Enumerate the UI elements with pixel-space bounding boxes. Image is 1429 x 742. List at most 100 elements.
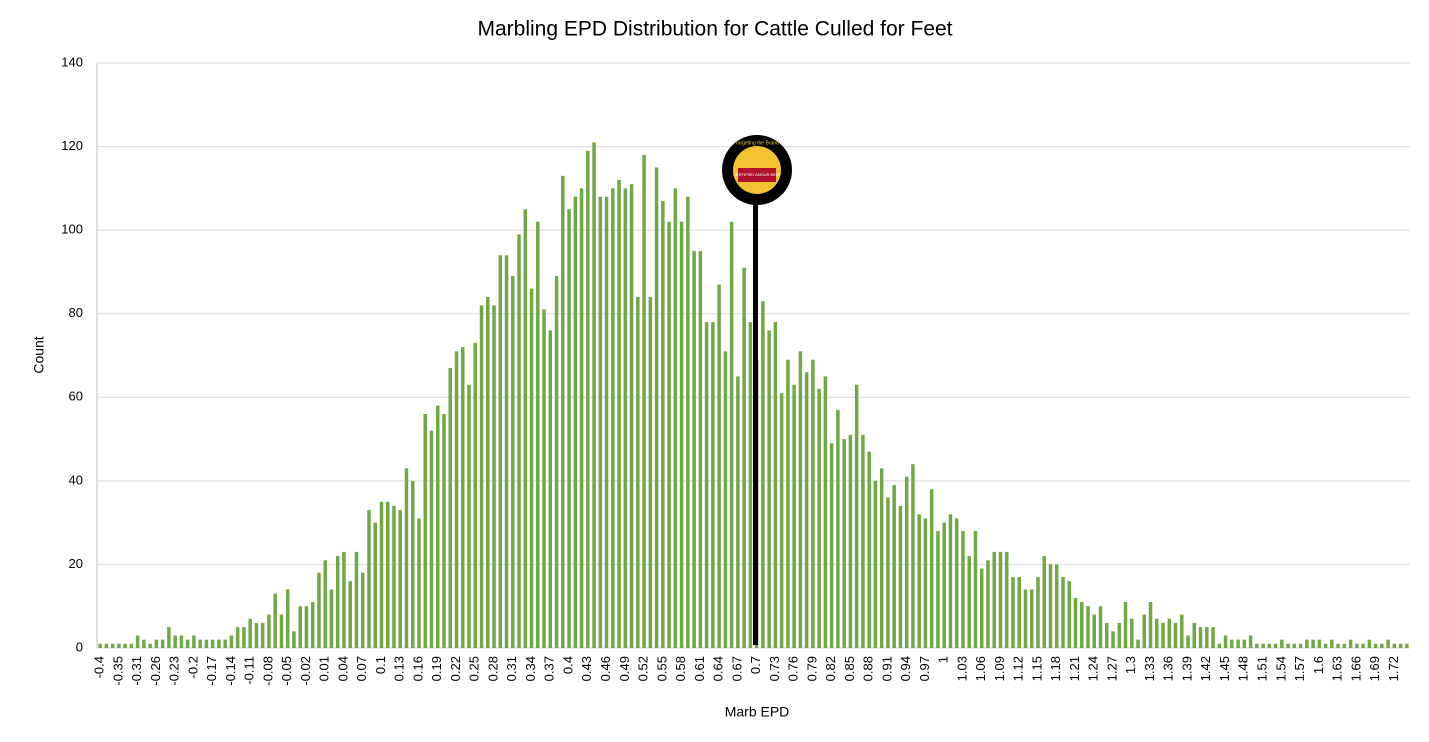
bar	[248, 618, 252, 648]
x-tick-label: 0.4	[560, 656, 575, 674]
x-tick-label: 1.39	[1179, 656, 1194, 681]
x-tick-label: 0.04	[335, 656, 350, 681]
bar	[1267, 643, 1272, 648]
x-tick-label: 1.06	[973, 656, 988, 681]
logo-ring-text: Targeting the Brand	[735, 140, 779, 146]
bar	[817, 388, 821, 648]
bar	[729, 221, 734, 649]
bar	[854, 384, 859, 648]
bar	[573, 196, 578, 648]
bar	[1205, 627, 1209, 648]
x-tick-label: 1.66	[1348, 656, 1363, 681]
bar	[623, 188, 628, 648]
x-tick-label: 0.25	[467, 656, 482, 681]
bar	[117, 643, 121, 648]
bar	[592, 142, 596, 648]
bar	[692, 251, 696, 649]
bar	[285, 589, 290, 648]
x-tick-label: 0.07	[354, 656, 369, 681]
y-tick-label: 120	[61, 138, 83, 153]
bar	[936, 531, 940, 648]
y-tick-label: 0	[76, 639, 83, 654]
bar	[567, 209, 571, 648]
x-tick-label: 1.12	[1011, 656, 1026, 681]
x-tick-label: 0.76	[786, 656, 801, 681]
x-tick-label: 1	[936, 656, 951, 663]
bar	[979, 568, 984, 648]
x-tick-label: 0.13	[392, 656, 407, 681]
x-tick-label: 0.55	[654, 656, 669, 681]
bar	[436, 405, 440, 648]
bar	[1011, 576, 1015, 648]
bar	[373, 522, 377, 648]
bar	[1186, 635, 1190, 648]
x-tick-label: -0.31	[129, 656, 144, 686]
bar	[842, 439, 846, 648]
bar	[342, 551, 346, 648]
y-tick-label: 80	[69, 305, 83, 320]
bar	[1111, 631, 1115, 648]
bar	[786, 359, 790, 648]
x-tick-label: 0.37	[542, 656, 557, 681]
x-tick-label: 0.01	[317, 656, 332, 681]
bar	[323, 560, 327, 648]
bar	[529, 288, 534, 648]
bar	[204, 639, 209, 648]
bar	[1017, 576, 1021, 648]
bar	[1398, 643, 1403, 648]
bar	[442, 414, 446, 648]
bar	[761, 301, 765, 648]
plot-area: 0 20 40 60 80 100 120 140 -0.4 -0.35 -0.31 -0.26 -0.…	[61, 54, 1410, 686]
bar	[1317, 639, 1322, 648]
x-tick-label: 1.24	[1086, 656, 1101, 681]
bar	[1092, 614, 1097, 648]
bar	[1330, 639, 1334, 648]
bar	[948, 514, 953, 648]
x-tick-label: 0.91	[879, 656, 894, 681]
bar	[473, 342, 478, 648]
bar	[1048, 564, 1053, 648]
bar	[1230, 639, 1234, 648]
bar	[404, 468, 409, 648]
x-tick-label: 1.27	[1104, 656, 1119, 681]
x-tick-label: -0.08	[260, 656, 275, 686]
x-tick-label: 0.46	[598, 656, 613, 681]
bar	[992, 551, 996, 648]
bar	[1192, 622, 1197, 648]
bar	[611, 188, 615, 648]
x-tick-label: 0.22	[448, 656, 463, 681]
x-tick-label: -0.14	[223, 656, 238, 686]
bar	[504, 255, 509, 648]
bar	[1073, 597, 1078, 648]
bar	[873, 480, 878, 648]
bar	[1023, 589, 1028, 648]
bar	[392, 505, 396, 648]
bar	[104, 643, 109, 648]
bar	[379, 501, 384, 648]
x-tick-label: 1.63	[1330, 656, 1345, 681]
bar	[929, 489, 934, 648]
x-tick-label: 0.28	[485, 656, 500, 681]
bar	[210, 639, 215, 648]
bar	[811, 359, 815, 648]
bar	[242, 627, 246, 648]
bar	[348, 581, 352, 648]
bar	[423, 414, 428, 648]
x-tick-label: 1.69	[1367, 656, 1382, 681]
y-tick-label: 20	[69, 556, 83, 571]
bar	[554, 276, 559, 648]
bar	[1348, 639, 1353, 648]
x-tick-label: -0.11	[242, 656, 257, 685]
bar	[135, 635, 140, 648]
bar	[367, 510, 371, 648]
bar	[267, 614, 271, 648]
bar	[217, 639, 221, 648]
marker-line	[753, 200, 758, 645]
bar	[542, 309, 546, 648]
bar	[667, 221, 671, 649]
bar	[417, 518, 421, 648]
bar	[967, 556, 971, 648]
bar	[579, 188, 584, 648]
bar	[1067, 581, 1071, 648]
bar	[1355, 643, 1359, 648]
